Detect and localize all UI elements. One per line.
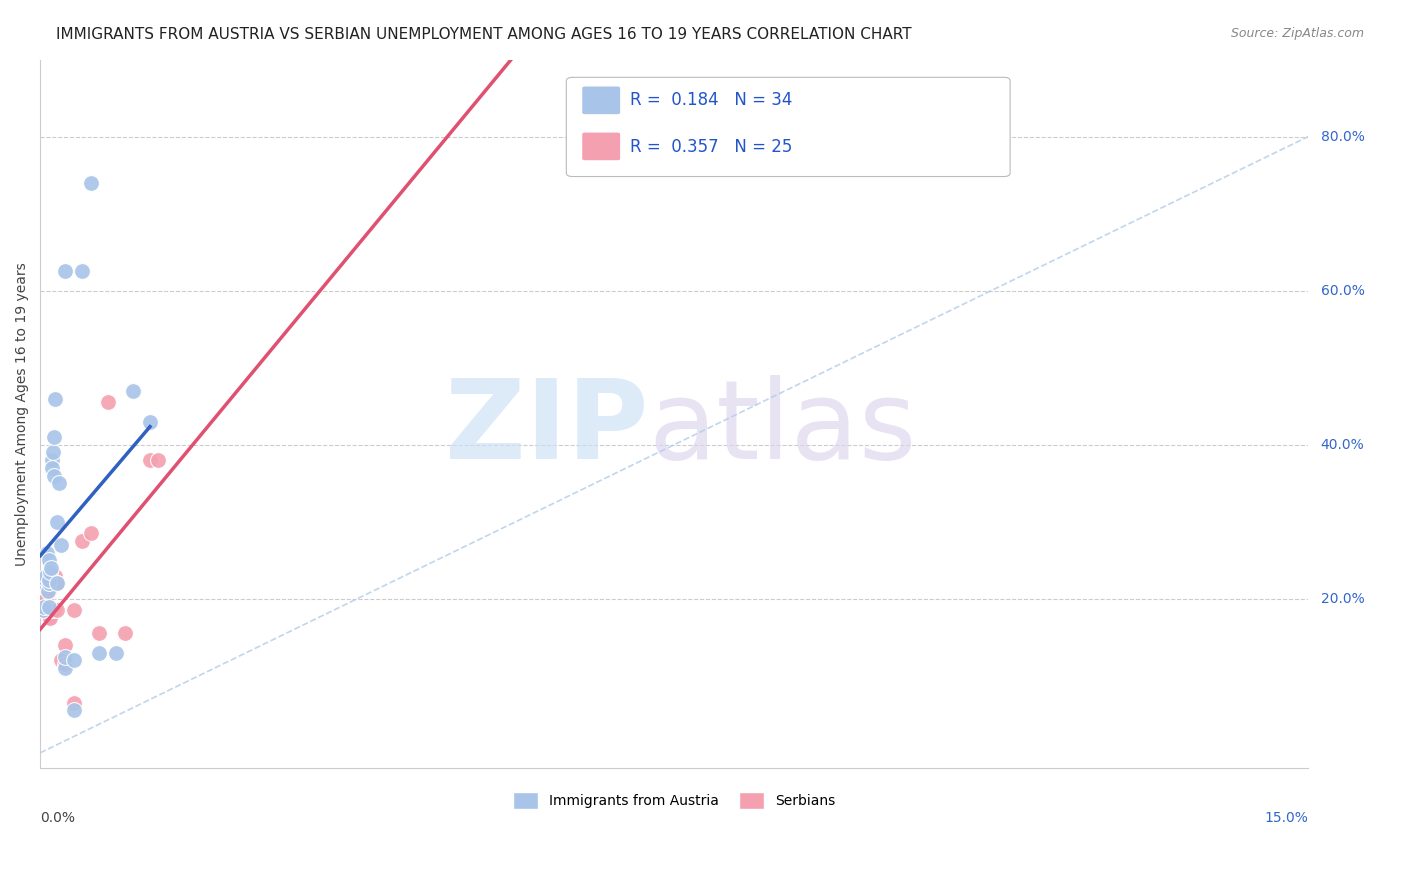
Point xyxy=(44,468,66,483)
Point xyxy=(55,649,77,664)
Text: 0.0%: 0.0% xyxy=(41,811,75,825)
FancyBboxPatch shape xyxy=(567,78,1010,177)
Point xyxy=(80,176,103,190)
Point xyxy=(148,453,170,467)
Text: 20.0%: 20.0% xyxy=(1320,591,1365,606)
Point xyxy=(38,584,60,599)
Y-axis label: Unemployment Among Ages 16 to 19 years: Unemployment Among Ages 16 to 19 years xyxy=(15,262,30,566)
Point xyxy=(80,526,103,541)
Point xyxy=(34,599,56,614)
Point xyxy=(55,638,77,652)
Point xyxy=(34,576,56,591)
Point xyxy=(46,576,69,591)
Text: 15.0%: 15.0% xyxy=(1264,811,1308,825)
Point xyxy=(41,603,63,617)
Point xyxy=(55,657,77,672)
Point xyxy=(139,415,162,429)
Point xyxy=(139,453,162,467)
Point xyxy=(34,599,56,614)
Text: ZIP: ZIP xyxy=(446,375,648,482)
Point xyxy=(35,545,58,559)
Text: Source: ZipAtlas.com: Source: ZipAtlas.com xyxy=(1230,27,1364,40)
Point xyxy=(55,264,77,278)
Point xyxy=(42,603,65,617)
Point xyxy=(42,430,65,444)
Point xyxy=(51,538,73,552)
Point xyxy=(46,576,69,591)
Text: atlas: atlas xyxy=(648,375,917,482)
Point xyxy=(38,576,60,591)
FancyBboxPatch shape xyxy=(582,86,621,115)
Point xyxy=(39,611,62,625)
Point xyxy=(42,445,65,459)
Text: R =  0.357   N = 25: R = 0.357 N = 25 xyxy=(630,137,792,156)
Point xyxy=(89,626,111,640)
Point xyxy=(122,384,145,398)
Point xyxy=(46,603,69,617)
Point xyxy=(114,626,136,640)
Point xyxy=(35,576,58,591)
Point xyxy=(72,264,94,278)
Point xyxy=(72,534,94,549)
Point xyxy=(97,395,120,409)
Point xyxy=(63,603,86,617)
Point xyxy=(39,561,62,575)
Point xyxy=(35,591,58,606)
Text: 60.0%: 60.0% xyxy=(1320,284,1365,298)
Point xyxy=(63,696,86,710)
Point xyxy=(39,565,62,579)
Point xyxy=(38,611,60,625)
Point xyxy=(31,603,53,617)
Text: R =  0.184   N = 34: R = 0.184 N = 34 xyxy=(630,91,792,109)
Text: 40.0%: 40.0% xyxy=(1320,438,1365,451)
Point xyxy=(63,653,86,667)
Point xyxy=(48,476,70,491)
Point xyxy=(41,453,63,467)
Point xyxy=(41,461,63,475)
Point xyxy=(55,661,77,675)
Point xyxy=(51,653,73,667)
Point xyxy=(105,646,128,660)
Point xyxy=(44,392,66,406)
Point xyxy=(63,704,86,718)
Text: IMMIGRANTS FROM AUSTRIA VS SERBIAN UNEMPLOYMENT AMONG AGES 16 TO 19 YEARS CORREL: IMMIGRANTS FROM AUSTRIA VS SERBIAN UNEMP… xyxy=(56,27,912,42)
Point xyxy=(31,603,53,617)
Point xyxy=(35,573,58,587)
Point xyxy=(89,646,111,660)
Point xyxy=(38,553,60,567)
Point xyxy=(34,599,56,614)
Point xyxy=(38,599,60,614)
FancyBboxPatch shape xyxy=(582,132,621,161)
Point xyxy=(37,584,59,599)
Point xyxy=(35,568,58,582)
Point xyxy=(38,573,60,587)
Text: 80.0%: 80.0% xyxy=(1320,129,1365,144)
Point xyxy=(44,568,66,582)
Legend: Immigrants from Austria, Serbians: Immigrants from Austria, Serbians xyxy=(508,787,841,814)
Point xyxy=(46,515,69,529)
